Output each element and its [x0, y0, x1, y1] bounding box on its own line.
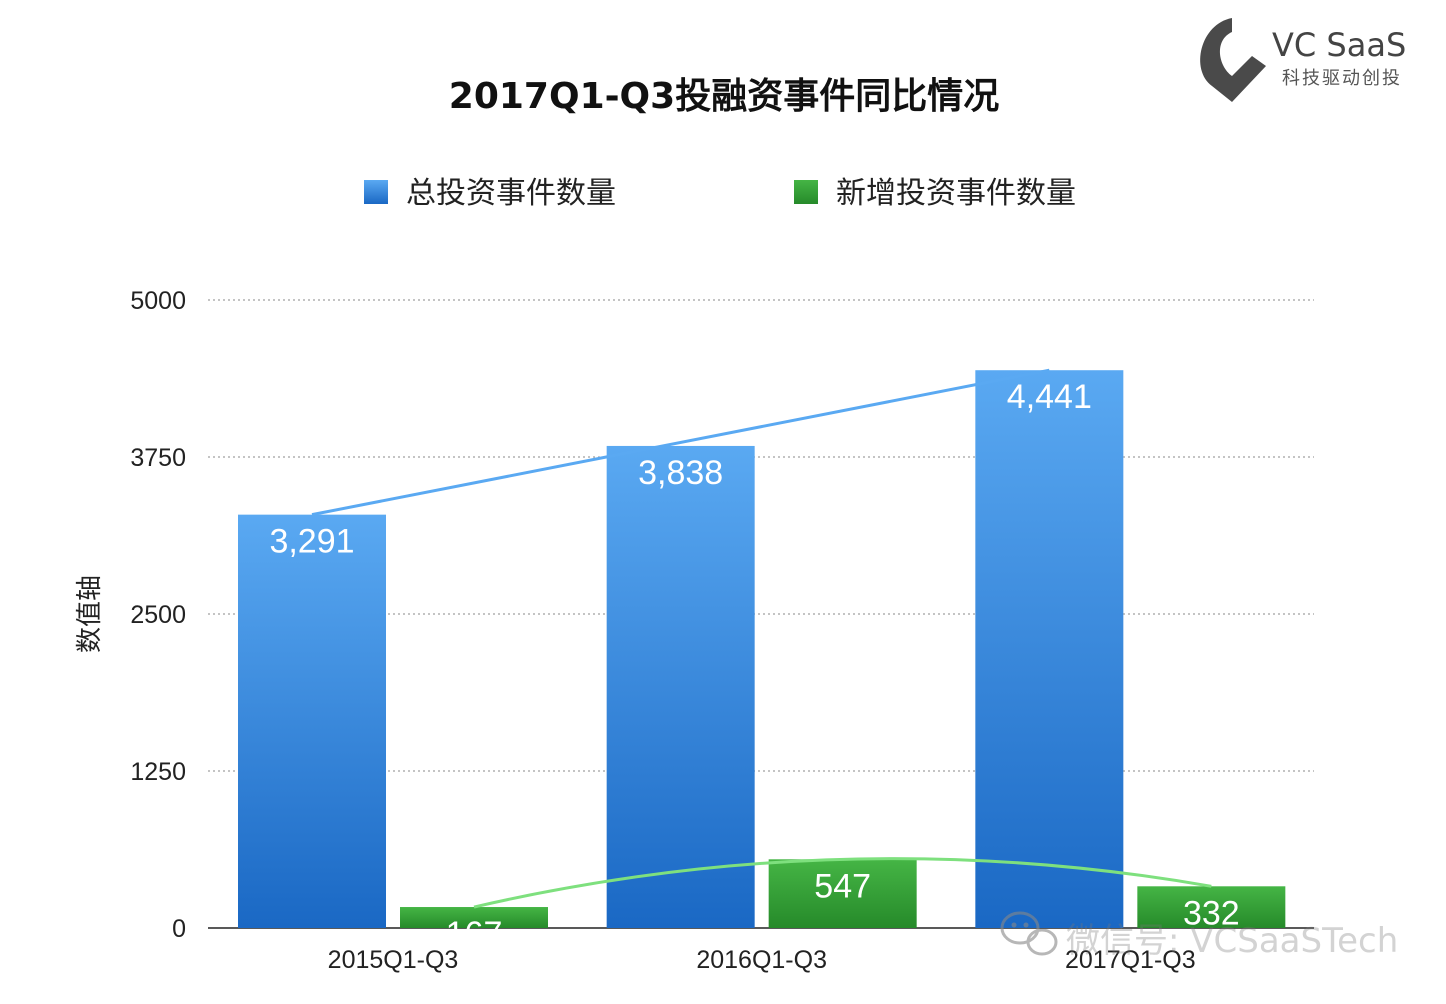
trend-line-total [311, 368, 1050, 517]
legend-label-total: 总投资事件数量 [406, 176, 616, 211]
bar-new [768, 859, 917, 928]
data-label: 167 [446, 915, 503, 953]
watermark-text: 微信号: VCSaaSTech [1066, 921, 1398, 961]
trend-line-new [473, 857, 1212, 909]
bar-total [606, 445, 755, 928]
data-label: 3,838 [638, 454, 723, 492]
watermark: 微信号: VCSaaSTech [1000, 911, 1398, 961]
data-label: 4,441 [1007, 378, 1092, 416]
data-label: 3,291 [269, 523, 354, 561]
bar-new [400, 907, 548, 928]
brand-logo: VC SaaS 科技驱动创投 [1200, 18, 1406, 102]
brand-slogan: 科技驱动创投 [1282, 68, 1402, 89]
y-tick-label: 1250 [130, 758, 186, 786]
data-label: 332 [1183, 894, 1240, 932]
y-axis-label: 数值轴 [75, 575, 105, 653]
y-tick-label: 5000 [130, 287, 186, 315]
wechat-icon [1000, 911, 1058, 956]
trend-lines [311, 368, 1212, 909]
brand-name: VC SaaS [1272, 26, 1406, 64]
y-axis-ticks: 0 1250 2500 3750 5000 [130, 287, 186, 943]
bar-total [975, 370, 1124, 928]
y-tick-label: 0 [172, 915, 186, 943]
legend-swatch-new [794, 180, 818, 204]
legend-label-new: 新增投资事件数量 [836, 176, 1076, 211]
grid [208, 299, 1314, 929]
y-tick-label: 2500 [130, 601, 186, 629]
x-tick-label: 2015Q1-Q3 [328, 946, 459, 974]
bar-new [1137, 886, 1286, 928]
x-tick-label: 2016Q1-Q3 [696, 946, 827, 974]
x-axis-ticks: 2015Q1-Q3 2016Q1-Q3 2017Q1-Q3 [328, 946, 1196, 974]
brand-logo-icon [1200, 18, 1266, 102]
bar-total [238, 514, 386, 928]
legend-swatch-total [364, 180, 388, 204]
data-labels: 3,291 167 3,838 547 4,441 332 [269, 378, 1239, 953]
x-tick-label: 2017Q1-Q3 [1065, 946, 1196, 974]
legend: 总投资事件数量 新增投资事件数量 [364, 176, 1076, 211]
y-tick-label: 3750 [130, 444, 186, 472]
data-label: 547 [814, 867, 871, 905]
bars [238, 370, 1286, 928]
chart-title: 2017Q1-Q3投融资事件同比情况 [449, 76, 999, 117]
